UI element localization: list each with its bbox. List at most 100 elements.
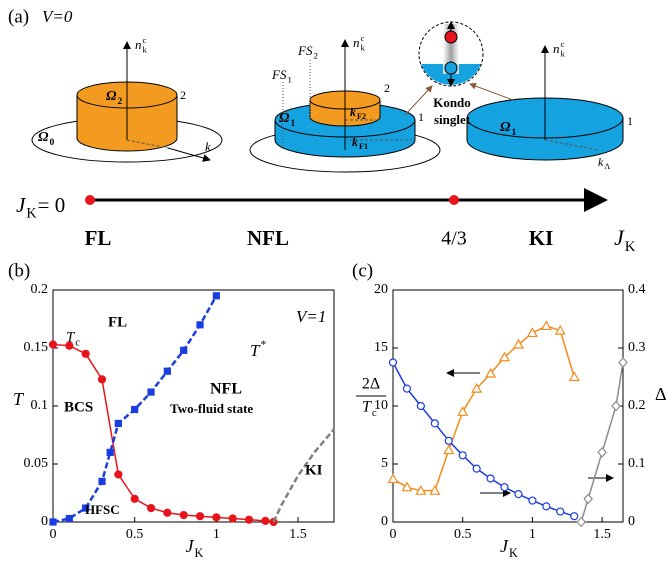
label: (a): [8, 6, 29, 27]
x-tick-label: 0.5: [454, 527, 472, 542]
marker: [244, 515, 254, 524]
marker: [556, 507, 565, 516]
x-tick-label: 0: [50, 527, 57, 542]
x-tick-label: 0.5: [126, 527, 144, 542]
y-tick-label: 5: [381, 456, 388, 471]
marker: [583, 493, 593, 505]
y-axis-label: T: [362, 399, 372, 416]
x-axis-label: J: [500, 536, 509, 556]
y2-tick-label: 0.2: [628, 398, 646, 413]
y-tick-label: 0.05: [24, 456, 49, 471]
y-tick-label: 15: [374, 340, 388, 355]
y2-tick-label: 0.3: [628, 340, 646, 355]
y2-tick-label: 0.4: [628, 282, 646, 297]
x-tick-label: 1: [213, 527, 220, 542]
label: J: [16, 193, 27, 217]
x-tick-label: 1.5: [593, 527, 611, 542]
marker: [65, 341, 74, 350]
label: k: [598, 155, 604, 169]
marker: [130, 494, 139, 503]
marker: [131, 405, 139, 414]
marker: [261, 516, 270, 525]
subscript: c: [372, 407, 377, 419]
phase-label: KI: [529, 226, 554, 250]
marker: [114, 419, 122, 427]
marker: [498, 351, 511, 362]
annotation: T: [250, 341, 261, 360]
marker: [212, 513, 221, 522]
y-tick-label: 0: [41, 514, 48, 529]
marker: [542, 502, 551, 511]
series-line: [272, 428, 335, 523]
subscript: K: [509, 546, 518, 560]
y-tick-label: 0.15: [24, 340, 49, 355]
marker: [471, 382, 483, 393]
marker: [114, 470, 123, 479]
marker: [402, 384, 412, 393]
marker: [486, 474, 495, 483]
label: n: [353, 35, 360, 50]
label: J: [614, 225, 625, 250]
superscript: c: [361, 33, 365, 43]
marker: [570, 512, 579, 521]
subscript: K: [26, 206, 37, 222]
marker: [472, 464, 481, 473]
y2-tick-label: 0.1: [628, 456, 646, 471]
y-axis-label: T: [13, 389, 25, 409]
y-tick-label: 0.2: [31, 282, 49, 297]
subscript: K: [625, 239, 636, 255]
marker: [401, 481, 413, 492]
subscript: k: [361, 43, 366, 53]
marker: [416, 401, 425, 411]
marker: [65, 514, 73, 523]
kondo-label: singlet: [434, 112, 471, 127]
marker: [147, 388, 155, 396]
marker: [163, 367, 171, 375]
marker: [576, 516, 586, 528]
label: Ω: [500, 120, 511, 135]
marker: [49, 518, 57, 526]
y-tick-label: 0: [381, 514, 388, 529]
annotation: FL: [108, 314, 127, 330]
y-tick-label: 0.1: [31, 398, 49, 413]
marker: [195, 512, 205, 521]
subscript: 1: [290, 119, 295, 129]
annotation: Two-fluid state: [170, 401, 253, 416]
label: 1: [627, 114, 633, 128]
marker: [528, 496, 537, 505]
diagram-right: [466, 45, 624, 161]
marker: [81, 349, 90, 358]
marker: [485, 367, 497, 378]
label-suffix: = 0: [38, 193, 66, 217]
phase-label: NFL: [247, 226, 289, 250]
x-tick-label: 0: [390, 527, 397, 542]
marker: [618, 357, 628, 368]
marker: [514, 490, 523, 499]
marker: [212, 292, 220, 300]
annotation: HFSC: [85, 502, 120, 517]
marker: [97, 375, 107, 384]
label: k: [352, 135, 358, 149]
marker: [387, 473, 399, 484]
marker: [430, 419, 439, 428]
x-tick-label: 1: [529, 527, 536, 542]
subscript: 2: [117, 97, 122, 107]
annotation: V=1: [296, 307, 326, 326]
marker: [597, 446, 607, 458]
marker: [540, 320, 552, 331]
subscript: 1: [511, 128, 516, 138]
subscript: 1: [287, 75, 291, 85]
marker: [82, 504, 90, 512]
x-tick-label: 1.5: [289, 527, 307, 542]
marker: [500, 483, 509, 492]
label: n: [135, 37, 142, 52]
marker: [526, 327, 538, 338]
marker: [98, 477, 106, 485]
marker: [512, 338, 524, 349]
marker: [444, 436, 453, 445]
phase-line: [85, 188, 608, 212]
marker: [163, 508, 172, 517]
marker: [568, 371, 580, 382]
marker: [415, 484, 427, 495]
